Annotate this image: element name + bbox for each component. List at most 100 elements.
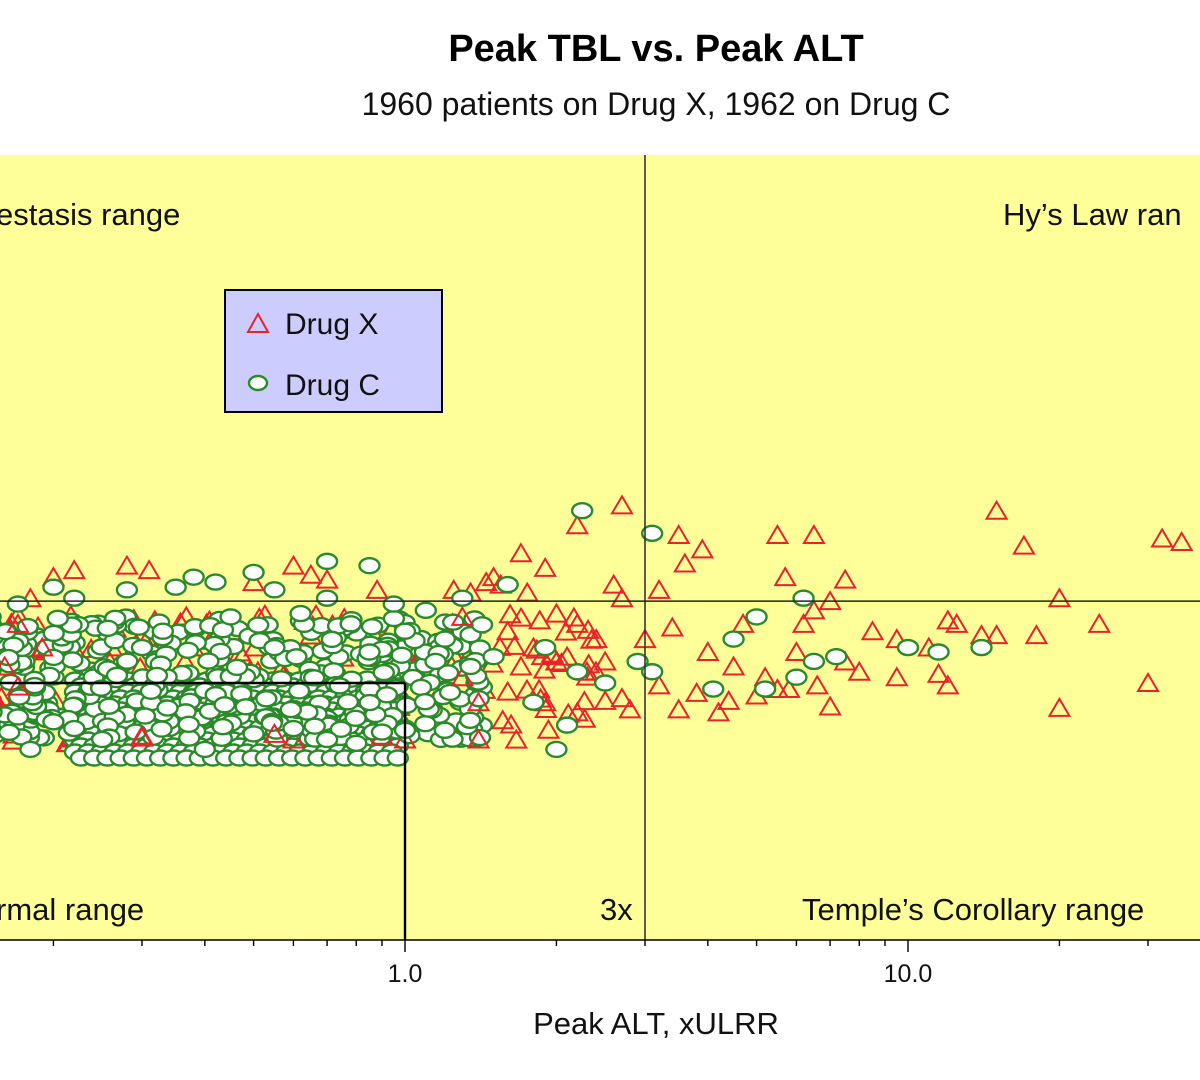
cluster-point-drug-c — [139, 682, 163, 700]
point-drug-x — [593, 650, 617, 671]
point-drug-c — [193, 740, 217, 759]
point-drug-x — [833, 568, 857, 589]
points-layer — [0, 494, 1194, 759]
cluster-point-drug-c — [409, 678, 433, 697]
point-drug-c — [289, 604, 312, 623]
region-label-hys-law: Hy’s Law ran — [1003, 197, 1182, 232]
point-drug-x — [315, 568, 339, 589]
point-drug-c — [496, 575, 519, 594]
point-drug-x — [262, 722, 287, 743]
point-drug-c — [6, 595, 30, 613]
cluster-point-drug-c — [285, 648, 308, 666]
point-drug-x — [509, 655, 533, 676]
point-drug-x — [299, 563, 323, 584]
point-drug-c — [90, 730, 114, 749]
cluster-point-drug-c — [150, 720, 173, 738]
cluster-point-drug-c — [0, 723, 21, 742]
cluster-point-drug-c — [133, 707, 157, 725]
cluster-point-drug-c — [470, 616, 494, 634]
cluster-point-drug-x — [572, 707, 597, 728]
point-drug-c — [345, 734, 368, 753]
point-drug-c — [263, 581, 286, 599]
point-drug-c — [570, 501, 594, 520]
cluster-point-drug-c — [322, 662, 345, 680]
point-drug-c — [593, 674, 617, 692]
point-drug-x — [777, 678, 801, 699]
point-drug-x — [241, 571, 266, 592]
cluster-point-drug-c — [97, 697, 121, 715]
cluster-point-drug-c — [329, 720, 353, 738]
point-drug-x — [765, 524, 790, 545]
point-drug-c — [970, 638, 993, 657]
point-drug-x — [555, 645, 579, 666]
point-drug-x — [673, 552, 697, 573]
cluster-point-drug-x — [572, 690, 597, 711]
point-drug-x — [1047, 696, 1072, 717]
point-drug-c — [382, 595, 405, 613]
cluster-point-drug-c — [0, 706, 3, 718]
legend: Drug X Drug C — [224, 289, 443, 413]
point-drug-c — [315, 552, 339, 571]
point-drug-c — [130, 638, 154, 657]
point-drug-c — [451, 589, 474, 607]
cluster-point-drug-x — [490, 709, 515, 730]
point-drug-c — [626, 652, 649, 671]
point-drug-c — [242, 563, 265, 582]
point-drug-x — [660, 616, 685, 637]
point-drug-c — [640, 663, 664, 681]
point-drug-c — [459, 657, 482, 676]
point-drug-x — [731, 612, 755, 633]
point-drug-x — [610, 687, 634, 708]
point-drug-x — [565, 514, 589, 535]
cluster-point-drug-c — [105, 666, 129, 685]
point-drug-x — [610, 494, 634, 515]
chart-title: Peak TBL vs. Peak ALT — [448, 28, 864, 70]
point-drug-x — [474, 571, 498, 592]
point-drug-c — [433, 630, 457, 648]
point-drug-c — [315, 730, 339, 749]
point-drug-x — [495, 680, 520, 701]
point-drug-x — [1150, 527, 1174, 548]
point-drug-x — [130, 724, 154, 745]
point-drug-x — [509, 542, 533, 563]
point-drug-x — [696, 641, 720, 662]
point-drug-x — [944, 612, 969, 633]
point-drug-c — [315, 589, 339, 607]
point-drug-c — [19, 740, 42, 759]
point-drug-c — [745, 608, 768, 626]
x-tick-label: 1.0 — [388, 960, 423, 988]
cluster-point-drug-c — [390, 646, 413, 664]
region-label-normal: rmal range — [0, 892, 144, 927]
cluster-point-drug-c — [414, 714, 437, 733]
point-drug-c — [63, 589, 86, 607]
cluster-point-drug-c — [303, 717, 326, 735]
point-drug-x — [495, 620, 520, 641]
point-drug-c — [42, 578, 65, 596]
point-drug-x — [926, 662, 951, 683]
cluster-point-drug-c — [42, 648, 65, 667]
cluster-point-drug-c — [96, 619, 120, 637]
point-drug-x — [618, 698, 642, 719]
point-drug-x — [805, 674, 829, 695]
point-drug-x — [281, 554, 306, 575]
cluster-point-drug-c — [279, 700, 303, 719]
point-drug-c — [339, 615, 362, 633]
point-drug-x — [802, 524, 826, 545]
cluster-point-drug-c — [302, 669, 326, 687]
point-drug-c — [433, 721, 457, 740]
threshold-label-3x: 3x — [600, 892, 633, 927]
point-drug-x — [885, 666, 909, 687]
point-drug-x — [6, 675, 30, 696]
point-drug-c — [151, 622, 175, 640]
plot-background — [0, 155, 1200, 940]
cluster-point-drug-c — [177, 715, 200, 734]
cluster-point-drug-x — [504, 728, 529, 749]
point-drug-c — [482, 647, 505, 666]
cluster-point-drug-c — [375, 686, 399, 704]
point-drug-x — [1047, 587, 1072, 608]
point-drug-c — [534, 638, 557, 657]
point-drug-c — [358, 643, 381, 661]
cluster-point-drug-c — [116, 652, 139, 670]
point-drug-c — [545, 740, 568, 759]
